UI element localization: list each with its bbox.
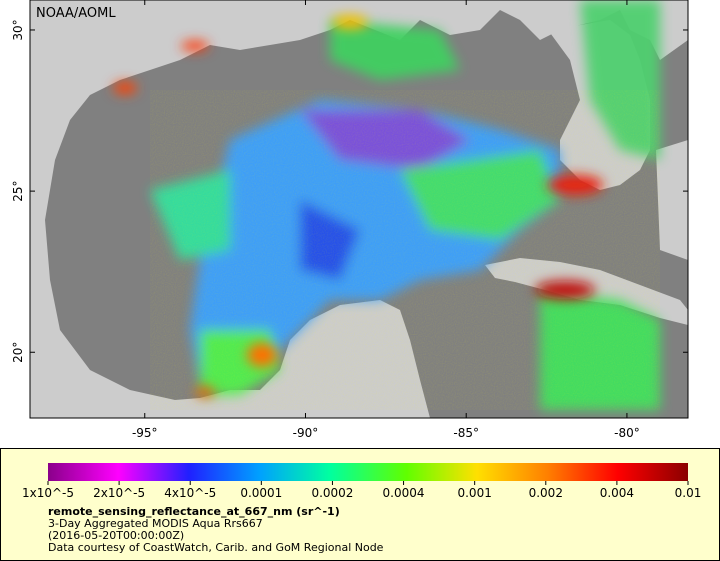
- legend-credit: Data courtesy of CoastWatch, Carib. and …: [48, 541, 384, 554]
- colorbar-tick-label: 0.01: [675, 486, 702, 500]
- colorbar-tick-label: 0.0001: [240, 486, 282, 500]
- colorbar-tick-label: 0.0004: [383, 486, 425, 500]
- texture: [150, 90, 660, 410]
- colorbar-ticks: 1x10^-5 2x10^-5 4x10^-5 0.0001 0.0002 0.0004 0…: [22, 481, 701, 500]
- colorbar: [48, 463, 688, 481]
- colorbar-tick-label: 4x10^-5: [164, 486, 216, 500]
- map: [30, 0, 688, 418]
- y-tick-label: 30°: [11, 19, 25, 40]
- legend-dataset: 3-Day Aggregated MODIS Aqua Rrs667: [48, 517, 263, 530]
- x-tick-label: -80°: [614, 426, 640, 440]
- colorbar-tick-label: 0.0002: [311, 486, 353, 500]
- colorbar-tick-label: 1x10^-5: [22, 486, 74, 500]
- coastal-highs: [113, 15, 603, 397]
- legend-time: (2016-05-20T00:00:00Z): [48, 529, 184, 542]
- colorbar-tick-label: 0.004: [600, 486, 634, 500]
- colorbar-tick-label: 0.001: [457, 486, 491, 500]
- map-title: NOAA/AOML: [36, 6, 116, 21]
- legend-variable: remote_sensing_reflectance_at_667_nm (sr…: [48, 505, 340, 518]
- colorbar-tick-label: 2x10^-5: [93, 486, 145, 500]
- y-tick-label: 20°: [11, 342, 25, 363]
- y-tick-label: 25°: [11, 180, 25, 201]
- x-tick-label: -95°: [132, 426, 158, 440]
- axis-ticks: -95° -90° -85° -80° 30° 25° 20°: [11, 0, 688, 440]
- x-tick-label: -85°: [453, 426, 479, 440]
- colorbar-tick-label: 0.002: [529, 486, 563, 500]
- x-tick-label: -90°: [293, 426, 319, 440]
- map-frame: [29, 0, 689, 419]
